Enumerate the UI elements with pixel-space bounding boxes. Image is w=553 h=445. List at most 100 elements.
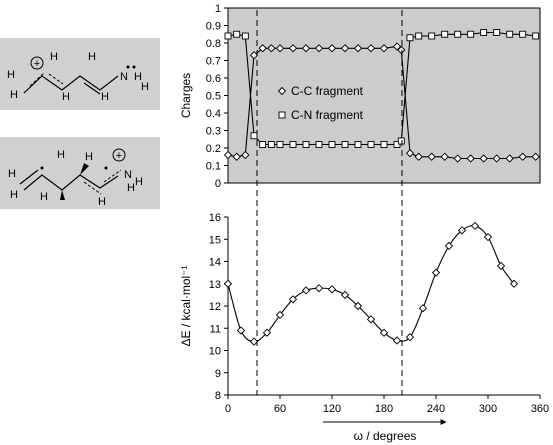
data-point [262,328,272,337]
series-line-2 [227,31,536,146]
svg-text:H: H [10,89,18,101]
legend-marker [277,86,287,96]
data-point [259,141,267,148]
data-point [379,328,389,337]
x-tick-label: 300 [479,403,497,415]
y-tick-label: 0.8 [206,38,221,50]
data-point [518,152,527,161]
structure-bottom: + H H H H H H N H H [0,137,160,209]
data-point [367,141,375,148]
x-tick-label: 0 [225,403,231,415]
data-point [275,44,285,53]
data-point [457,226,467,235]
y-tick-label: 0.3 [206,126,221,138]
y-tick-label: 15 [209,234,221,246]
y-tick-label: 10 [209,346,221,358]
data-point [505,154,514,163]
legend-label: C-N fragment [291,108,364,122]
data-point [314,284,324,293]
svg-text:N: N [120,71,128,83]
energy-chart: 8 9 10 11 12 13 14 15 16 0 60 120 180 240 300 360 ΔE / k… [179,212,549,443]
legend-marker [278,111,286,119]
data-point [340,290,350,300]
data-point [366,315,376,324]
svg-text:H: H [127,182,135,194]
svg-text:H: H [10,189,18,201]
legend-label: C-C fragment [291,84,364,98]
svg-text:H: H [88,51,96,63]
y-axis-label: Charges [179,73,193,118]
y-tick-label: 0.9 [206,21,221,33]
data-point [418,304,428,313]
y-tick-label: 9 [215,368,221,380]
data-point [249,337,259,346]
data-point [392,42,402,51]
data-point [427,152,436,161]
energy-curve [227,225,515,343]
data-point [414,152,423,161]
data-point [276,141,284,148]
data-point [470,221,480,231]
positive-charge-icon [112,148,126,162]
data-point [258,44,267,53]
svg-text:+: + [116,150,122,162]
svg-text:H: H [7,69,15,81]
data-point [340,44,350,53]
y-tick-label: 16 [209,212,221,224]
data-point [250,132,258,140]
data-point [353,301,363,311]
data-point [327,44,337,53]
svg-text:H: H [40,191,48,203]
data-point [444,241,454,251]
y-tick-label: 14 [209,257,221,269]
svg-text:+: + [34,58,40,70]
data-point [406,34,414,42]
data-point [379,44,389,53]
svg-text:H: H [98,196,106,208]
y-tick-label: 0.6 [206,73,221,85]
data-point [440,152,449,161]
svg-text:H: H [50,51,58,63]
y-tick-label: 1 [215,3,221,15]
data-point [289,141,297,148]
data-point [301,286,311,295]
data-point [301,44,311,53]
y-tick-label: 11 [210,323,221,335]
structure-bottom-background [0,137,160,209]
data-point [467,30,475,38]
data-point [366,44,376,53]
data-point [397,45,406,55]
svg-text:H: H [101,91,109,103]
data-point [405,149,415,158]
y-tick-label: 0.2 [206,143,221,155]
data-point [483,232,493,242]
data-point [288,295,298,304]
data-point [480,29,488,36]
plot-area [227,7,541,184]
y-tick-label: 0 [215,178,221,190]
data-point [223,279,233,288]
data-point [224,32,232,40]
x-tick-label: 180 [375,403,393,415]
data-point [393,141,401,148]
x-axis-label: ω / degrees [354,429,417,443]
svg-text:H: H [57,149,65,161]
y-tick-label: 0.1 [206,161,221,173]
data-point [267,141,275,148]
data-point [241,32,249,40]
svg-text:H: H [134,71,142,83]
positive-charge-icon [30,56,44,70]
data-point [509,279,519,288]
data-point [519,30,527,38]
data-point [275,310,285,320]
data-point [496,261,506,271]
y-tick-label: 0.7 [206,56,221,68]
structure-top: + H H H H H H N H H [0,38,160,110]
data-point [493,29,501,36]
data-point [354,141,362,148]
data-point [392,336,402,345]
svg-text:H: H [62,91,70,103]
svg-text:H: H [85,151,93,163]
svg-text:H: H [141,81,149,93]
data-point [288,44,298,53]
